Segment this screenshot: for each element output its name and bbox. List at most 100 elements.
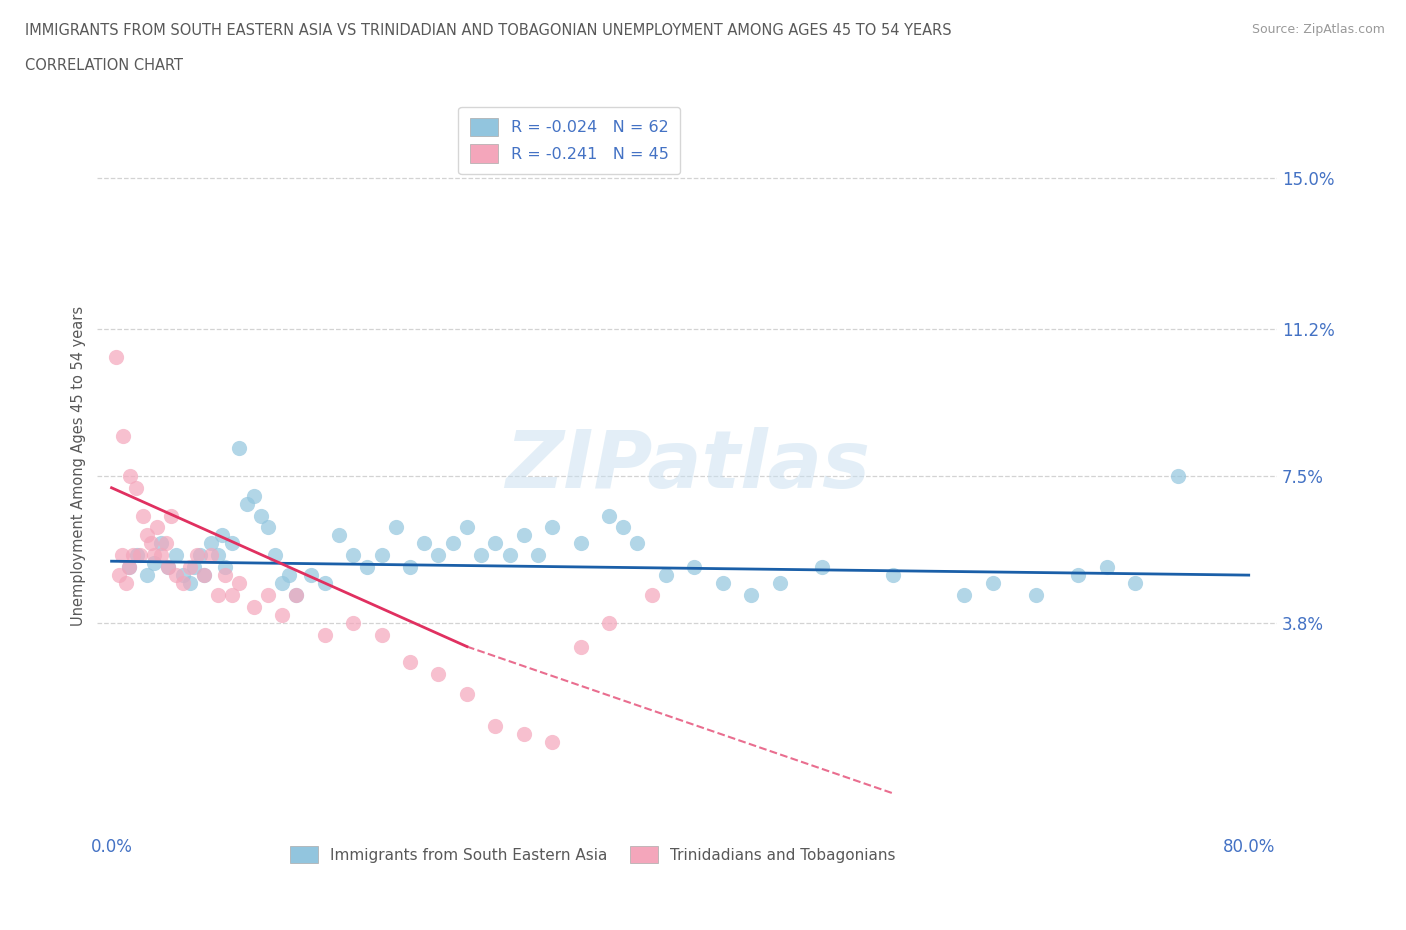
Text: IMMIGRANTS FROM SOUTH EASTERN ASIA VS TRINIDADIAN AND TOBAGONIAN UNEMPLOYMENT AM: IMMIGRANTS FROM SOUTH EASTERN ASIA VS TR… [25, 23, 952, 38]
Point [285, 588, 308, 603]
Point [569, 639, 592, 654]
Point [711, 576, 734, 591]
Point [118, 469, 141, 484]
Point [427, 548, 450, 563]
Point [228, 576, 250, 591]
Point [257, 520, 280, 535]
Point [221, 536, 243, 551]
Point [125, 480, 148, 495]
Point [165, 567, 187, 582]
Point [314, 576, 336, 591]
Point [740, 588, 762, 603]
Point [484, 536, 506, 551]
Point [1123, 576, 1146, 591]
Point [626, 536, 648, 551]
Point [271, 607, 294, 622]
Point [193, 567, 215, 582]
Point [257, 588, 280, 603]
Text: Source: ZipAtlas.com: Source: ZipAtlas.com [1251, 23, 1385, 36]
Point [165, 548, 187, 563]
Point [342, 616, 364, 631]
Point [285, 588, 308, 603]
Point [214, 560, 236, 575]
Point [427, 667, 450, 682]
Point [1024, 588, 1046, 603]
Point [541, 735, 564, 750]
Point [399, 560, 422, 575]
Point [172, 567, 194, 582]
Point [157, 560, 180, 575]
Point [484, 719, 506, 734]
Point [143, 556, 166, 571]
Point [114, 576, 136, 591]
Point [456, 520, 478, 535]
Point [235, 497, 257, 512]
Point [117, 560, 139, 575]
Point [882, 567, 904, 582]
Point [179, 576, 201, 591]
Text: ZIPatlas: ZIPatlas [505, 427, 870, 505]
Point [221, 588, 243, 603]
Legend: Immigrants from South Eastern Asia, Trinidadians and Tobagonians: Immigrants from South Eastern Asia, Trin… [284, 840, 901, 870]
Point [299, 567, 322, 582]
Point [328, 528, 350, 543]
Point [200, 548, 222, 563]
Point [513, 726, 536, 741]
Point [110, 548, 132, 563]
Text: CORRELATION CHART: CORRELATION CHART [25, 58, 183, 73]
Point [200, 536, 222, 551]
Point [136, 567, 159, 582]
Point [356, 560, 378, 575]
Point [242, 600, 264, 615]
Y-axis label: Unemployment Among Ages 45 to 54 years: Unemployment Among Ages 45 to 54 years [72, 306, 86, 626]
Point [193, 567, 215, 582]
Point [342, 548, 364, 563]
Point [117, 560, 139, 575]
Point [141, 536, 163, 551]
Point [111, 429, 134, 444]
Point [136, 528, 159, 543]
Point [498, 548, 520, 563]
Point [183, 560, 205, 575]
Point [541, 520, 564, 535]
Point [104, 350, 127, 365]
Point [1067, 567, 1090, 582]
Point [1167, 469, 1189, 484]
Point [513, 528, 536, 543]
Point [598, 508, 620, 523]
Point [413, 536, 436, 551]
Point [207, 588, 229, 603]
Point [399, 655, 422, 670]
Point [641, 588, 664, 603]
Point [278, 567, 301, 582]
Point [132, 508, 155, 523]
Point [769, 576, 792, 591]
Point [655, 567, 678, 582]
Point [155, 536, 177, 551]
Point [250, 508, 273, 523]
Point [242, 488, 264, 503]
Point [129, 548, 152, 563]
Point [150, 536, 173, 551]
Point [683, 560, 706, 575]
Point [143, 548, 166, 563]
Point [441, 536, 464, 551]
Point [456, 686, 478, 701]
Point [146, 520, 169, 535]
Point [186, 548, 208, 563]
Point [1095, 560, 1118, 575]
Point [981, 576, 1004, 591]
Point [188, 548, 211, 563]
Point [157, 560, 180, 575]
Point [107, 567, 129, 582]
Point [264, 548, 287, 563]
Point [527, 548, 550, 563]
Point [953, 588, 976, 603]
Point [122, 548, 145, 563]
Point [569, 536, 592, 551]
Point [271, 576, 294, 591]
Point [314, 627, 336, 642]
Point [470, 548, 492, 563]
Point [179, 560, 201, 575]
Point [214, 567, 236, 582]
